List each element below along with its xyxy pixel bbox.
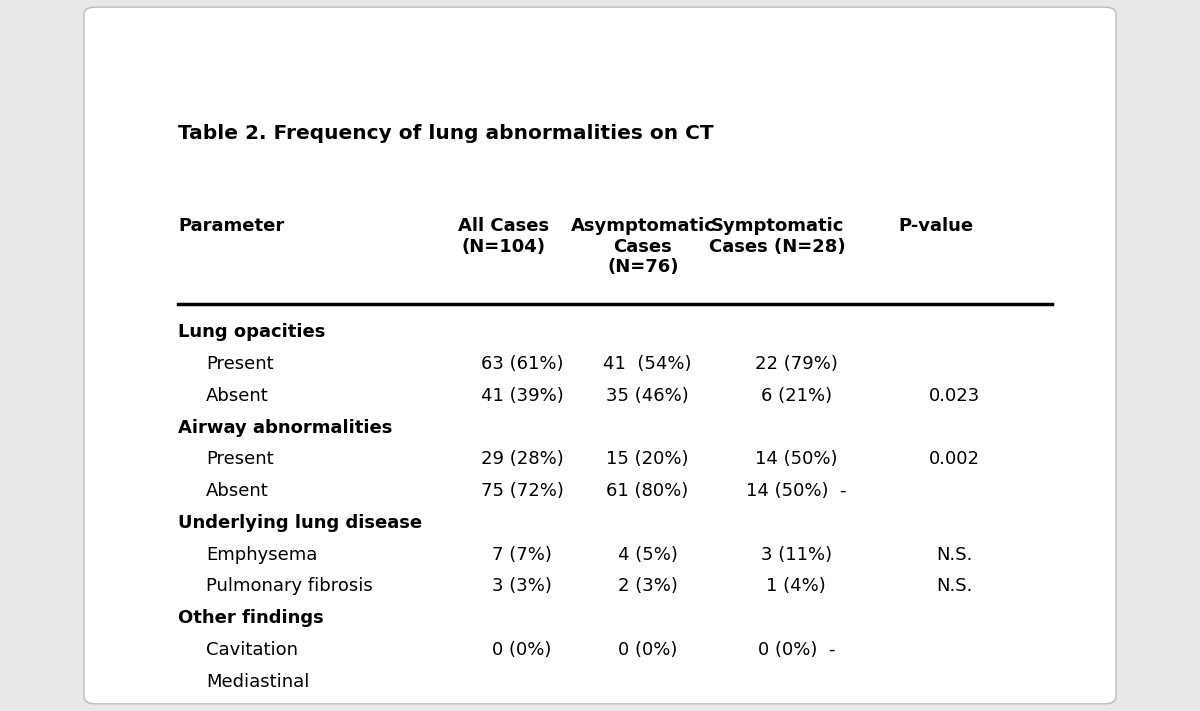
Text: 7 (7%): 7 (7%): [492, 546, 552, 564]
Text: Present: Present: [206, 451, 274, 469]
Text: 22 (79%): 22 (79%): [755, 356, 838, 373]
Text: 75 (72%): 75 (72%): [480, 482, 564, 501]
Text: 41 (39%): 41 (39%): [481, 387, 563, 405]
Text: Cavitation: Cavitation: [206, 641, 298, 659]
Text: Underlying lung disease: Underlying lung disease: [178, 514, 422, 532]
Text: 0 (0%)  -: 0 (0%) -: [757, 641, 835, 659]
Text: All Cases
(N=104): All Cases (N=104): [458, 217, 548, 255]
Text: Present: Present: [206, 356, 274, 373]
Text: 0.002: 0.002: [929, 451, 980, 469]
Text: 4 (5%): 4 (5%): [618, 546, 678, 564]
Text: 0 (0%): 0 (0%): [492, 641, 552, 659]
Text: 63 (61%): 63 (61%): [481, 356, 563, 373]
Text: 0.023: 0.023: [929, 387, 980, 405]
Text: Other findings: Other findings: [178, 609, 324, 627]
Text: 29 (28%): 29 (28%): [481, 451, 563, 469]
Text: Symptomatic
Cases (N=28): Symptomatic Cases (N=28): [709, 217, 846, 255]
Text: Emphysema: Emphysema: [206, 546, 317, 564]
Text: 6 (21%): 6 (21%): [761, 387, 832, 405]
Text: 35 (46%): 35 (46%): [606, 387, 689, 405]
Text: 1 (4%): 1 (4%): [767, 577, 827, 596]
Text: P-value: P-value: [899, 217, 973, 235]
Text: Pulmonary fibrosis: Pulmonary fibrosis: [206, 577, 372, 596]
Text: 0 (0%): 0 (0%): [618, 641, 677, 659]
Text: Lung opacities: Lung opacities: [178, 324, 325, 341]
Text: 3 (11%): 3 (11%): [761, 546, 832, 564]
Text: 41  (54%): 41 (54%): [604, 356, 691, 373]
Text: 61 (80%): 61 (80%): [606, 482, 689, 501]
Text: Absent: Absent: [206, 387, 269, 405]
Text: Table 2. Frequency of lung abnormalities on CT: Table 2. Frequency of lung abnormalities…: [178, 124, 714, 143]
Text: 14 (50%): 14 (50%): [755, 451, 838, 469]
Text: N.S.: N.S.: [936, 577, 973, 596]
Text: 2 (3%): 2 (3%): [618, 577, 678, 596]
Text: Mediastinal: Mediastinal: [206, 673, 310, 691]
Text: 3 (3%): 3 (3%): [492, 577, 552, 596]
Text: 14 (50%)  -: 14 (50%) -: [746, 482, 847, 501]
Text: 15 (20%): 15 (20%): [606, 451, 689, 469]
Text: Airway abnormalities: Airway abnormalities: [178, 419, 392, 437]
Text: N.S.: N.S.: [936, 546, 973, 564]
Text: Absent: Absent: [206, 482, 269, 501]
Text: Parameter: Parameter: [178, 217, 284, 235]
Text: Asymptomatic
Cases
(N=76): Asymptomatic Cases (N=76): [570, 217, 715, 277]
